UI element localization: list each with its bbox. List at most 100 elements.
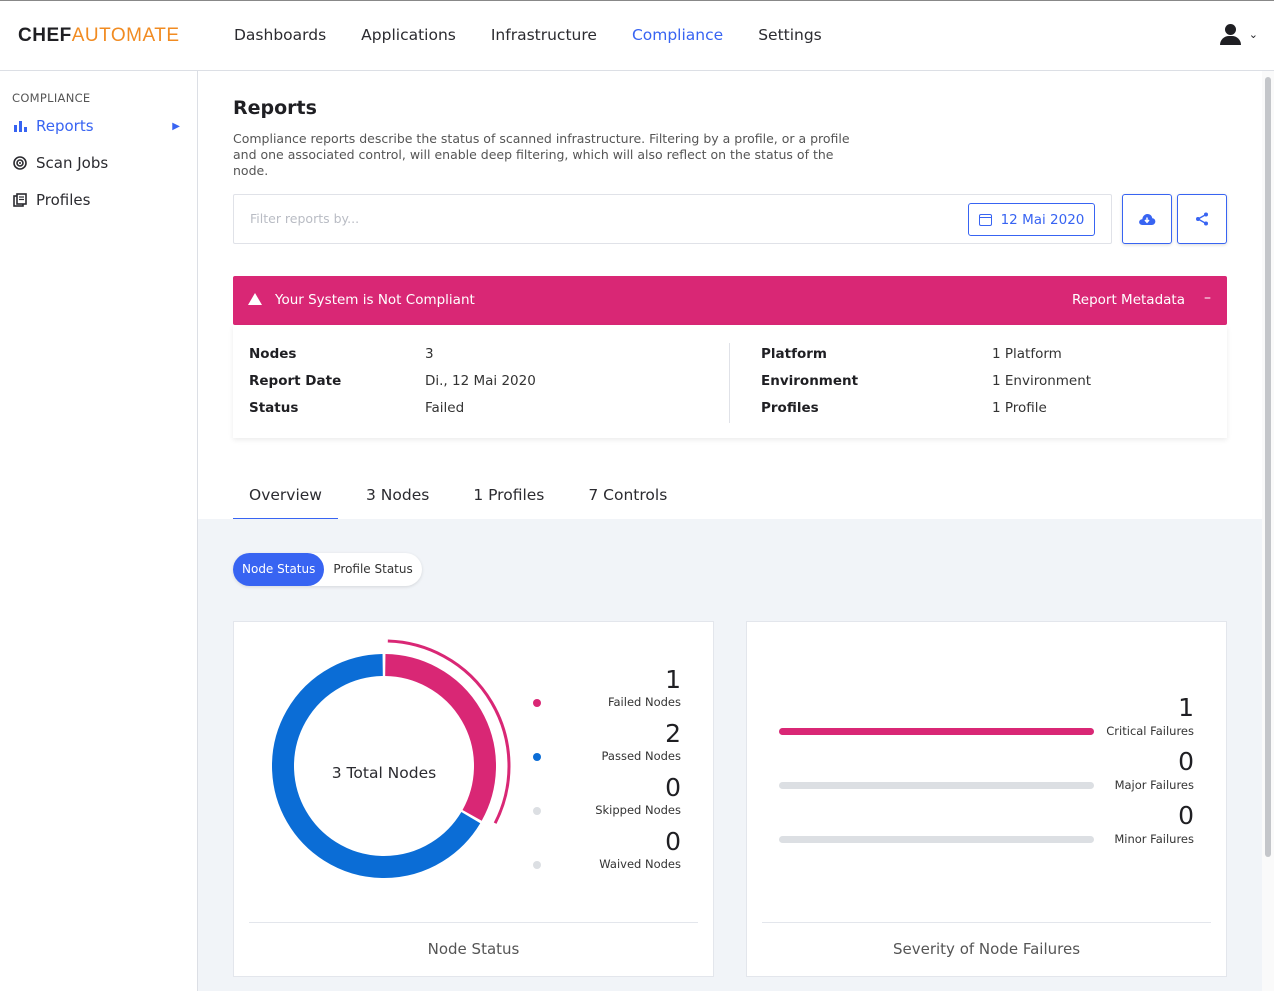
severity-bar: [779, 836, 1094, 843]
meta-value: 1 Environment: [992, 373, 1092, 389]
tab-overview[interactable]: Overview: [233, 474, 338, 520]
severity-bar: [779, 728, 1094, 735]
card-divider: [249, 922, 698, 923]
sidebar-item-scan-jobs[interactable]: Scan Jobs: [12, 154, 188, 172]
compliance-banner: Your System is Not Compliant Report Meta…: [233, 276, 1227, 325]
overview-panel: Node Status Profile Status 3 Total Nodes…: [198, 519, 1262, 991]
severity-label: Minor Failures: [1114, 832, 1194, 846]
meta-value: Di., 12 Mai 2020: [425, 373, 536, 389]
scrollbar-thumb[interactable]: [1265, 77, 1271, 857]
share-button[interactable]: [1177, 194, 1227, 244]
severity-card: 1 Critical Failures 0 Major Failures 0 M…: [746, 621, 1227, 977]
legend-value: 1: [665, 665, 681, 694]
legend-value: 2: [665, 719, 681, 748]
legend-label: Waived Nodes: [599, 857, 681, 871]
meta-key: Report Date: [249, 373, 342, 389]
date-selector-button[interactable]: 12 Mai 2020: [968, 203, 1095, 236]
sidebar: COMPLIANCE Reports ▶ Scan Jobs Profiles: [0, 71, 198, 991]
severity-bar: [779, 782, 1094, 789]
meta-value: 1 Profile: [992, 400, 1047, 416]
legend-label: Skipped Nodes: [595, 803, 681, 817]
cloud-download-icon: [1139, 214, 1156, 225]
legend-dot: [533, 753, 541, 761]
donut-segment-passed[interactable]: [272, 654, 481, 878]
severity-value: 0: [1178, 747, 1194, 776]
severity-caption: Severity of Node Failures: [892, 940, 1081, 958]
nav-settings[interactable]: Settings: [758, 26, 822, 44]
filter-input[interactable]: [250, 211, 850, 226]
download-button[interactable]: [1122, 194, 1172, 244]
legend-dot: [533, 807, 541, 815]
main-content: Reports Compliance reports describe the …: [198, 71, 1262, 991]
nav-compliance[interactable]: Compliance: [631, 26, 724, 44]
severity-label: Critical Failures: [1106, 724, 1194, 738]
legend-dot: [533, 699, 541, 707]
bar-chart-icon: [12, 118, 28, 134]
donut-highlight-failed: [387, 639, 511, 824]
meta-key: Nodes: [249, 346, 297, 362]
main-nav: Dashboards Applications Infrastructure C…: [234, 26, 857, 44]
severity-value: 0: [1178, 801, 1194, 830]
sidebar-item-reports[interactable]: Reports ▶: [12, 117, 188, 135]
status-toggle-group: Node Status Profile Status: [233, 553, 422, 586]
legend-label: Passed Nodes: [601, 749, 681, 763]
node-status-card: 3 Total Nodes 1 Failed Nodes 2 Passed No…: [233, 621, 714, 977]
tab-profiles[interactable]: 1 Profiles: [473, 486, 545, 504]
meta-key: Platform: [761, 346, 827, 362]
report-tabs: Overview 3 Nodes 1 Profiles 7 Controls: [233, 474, 695, 520]
meta-value: 3: [425, 346, 434, 362]
sidebar-item-profiles[interactable]: Profiles: [12, 191, 188, 209]
nav-infrastructure[interactable]: Infrastructure: [490, 26, 597, 44]
legend-failed: 1 Failed Nodes: [521, 666, 681, 709]
share-icon: [1196, 212, 1208, 226]
banner-status-text: Your System is Not Compliant: [275, 292, 475, 308]
donut-segment-failed[interactable]: [384, 654, 496, 821]
card-divider: [762, 922, 1211, 923]
date-label: 12 Mai 2020: [1000, 211, 1085, 228]
nav-applications[interactable]: Applications: [361, 26, 456, 44]
user-icon: [1219, 23, 1241, 45]
report-metadata-card: Nodes 3 Report Date Di., 12 Mai 2020 Statu…: [233, 325, 1227, 438]
sidebar-item-label: Scan Jobs: [36, 154, 109, 172]
legend-value: 0: [665, 827, 681, 856]
nav-dashboards[interactable]: Dashboards: [234, 26, 327, 44]
node-status-donut: [272, 639, 511, 878]
warning-icon: [248, 293, 262, 305]
scrollbar[interactable]: [1262, 71, 1274, 991]
tab-controls[interactable]: 7 Controls: [588, 486, 668, 504]
sidebar-item-label: Reports: [36, 117, 94, 135]
legend-waived: 0 Waived Nodes: [521, 828, 681, 871]
node-status-toggle[interactable]: Node Status: [233, 553, 325, 586]
user-menu[interactable]: ⌄: [1219, 23, 1258, 45]
legend-skipped: 0 Skipped Nodes: [521, 774, 681, 817]
page-description: Compliance reports describe the status o…: [233, 131, 850, 178]
chevron-down-icon: ⌄: [1248, 27, 1258, 41]
legend-passed: 2 Passed Nodes: [521, 720, 681, 763]
filter-bar: 12 Mai 2020: [233, 194, 1112, 244]
logo[interactable]: CHEFAUTOMATE: [18, 25, 180, 47]
top-bar: CHEFAUTOMATE Dashboards Applications Inf…: [0, 0, 1274, 71]
profile-status-toggle[interactable]: Profile Status: [333, 562, 413, 576]
meta-key: Profiles: [761, 400, 819, 416]
meta-value: 1 Platform: [992, 346, 1062, 362]
radar-icon: [12, 155, 28, 171]
tab-nodes[interactable]: 3 Nodes: [365, 486, 430, 504]
meta-key: Status: [249, 400, 299, 416]
logo-automate: AUTOMATE: [71, 25, 180, 46]
profiles-icon: [12, 192, 28, 208]
collapse-icon[interactable]: –: [1204, 290, 1211, 306]
caret-right-icon: ▶: [172, 120, 180, 132]
donut-center-label: 3 Total Nodes: [331, 764, 437, 782]
legend-label: Failed Nodes: [607, 695, 681, 709]
legend-dot: [533, 861, 541, 869]
severity-value: 1: [1178, 693, 1194, 722]
node-status-caption: Node Status: [427, 940, 520, 958]
report-metadata-toggle[interactable]: Report Metadata: [1072, 292, 1185, 308]
calendar-icon: [978, 213, 992, 226]
sidebar-item-label: Profiles: [36, 191, 91, 209]
meta-key: Environment: [761, 373, 859, 389]
page-title: Reports: [233, 97, 317, 119]
severity-label: Major Failures: [1114, 778, 1194, 792]
meta-value: Failed: [425, 400, 465, 416]
legend-value: 0: [665, 773, 681, 802]
